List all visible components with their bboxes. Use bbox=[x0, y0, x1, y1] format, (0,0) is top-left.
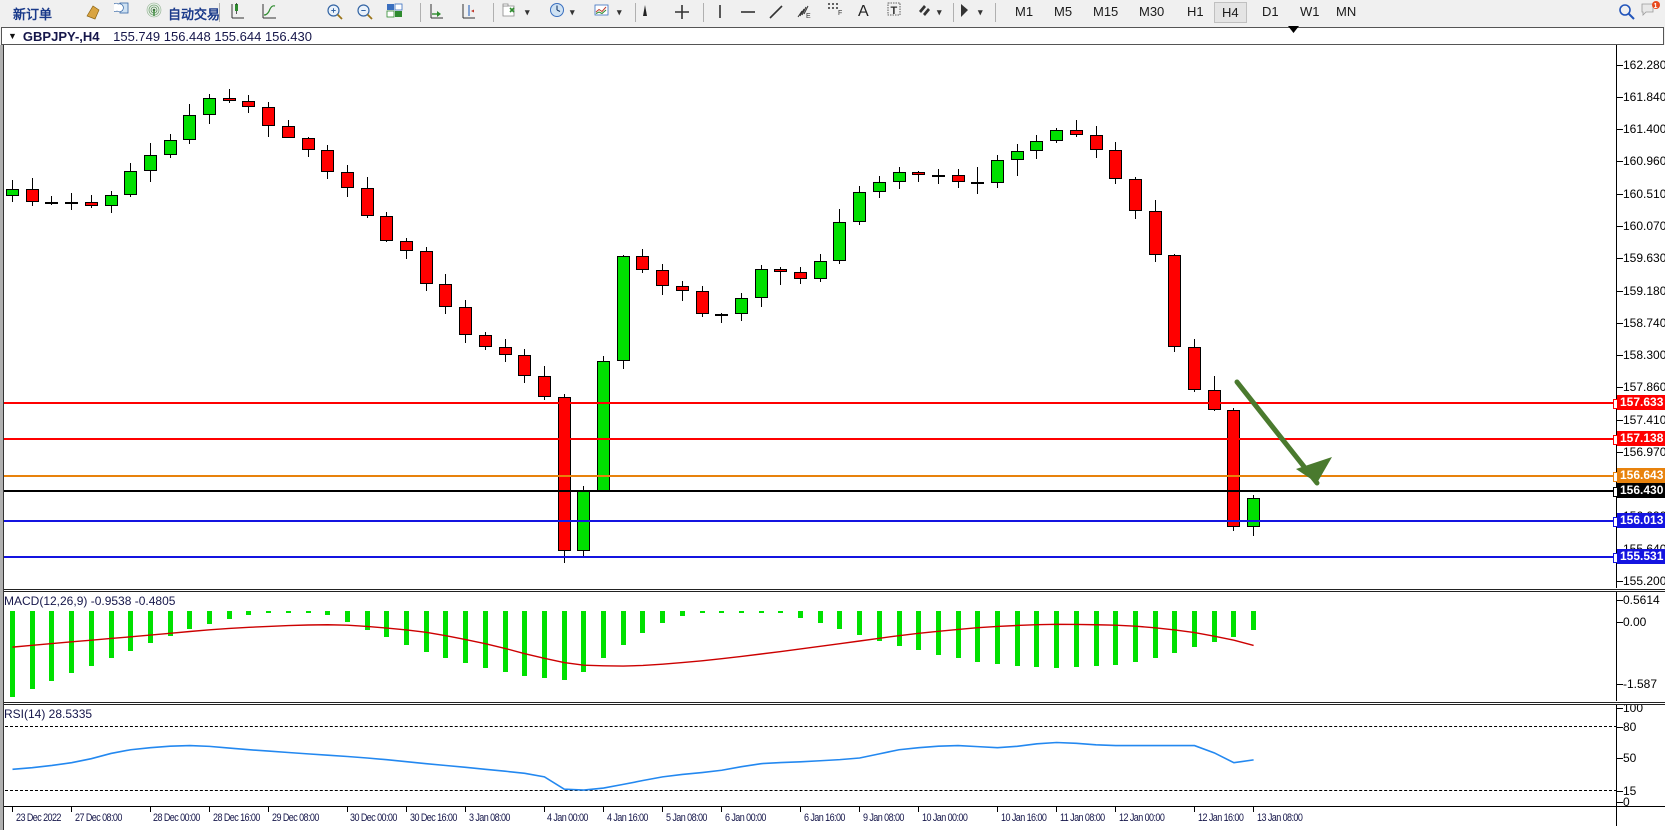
svg-text:E: E bbox=[806, 13, 811, 20]
svg-text:1: 1 bbox=[1654, 3, 1658, 10]
svg-text:T: T bbox=[891, 5, 898, 17]
svg-text:F: F bbox=[838, 10, 842, 17]
